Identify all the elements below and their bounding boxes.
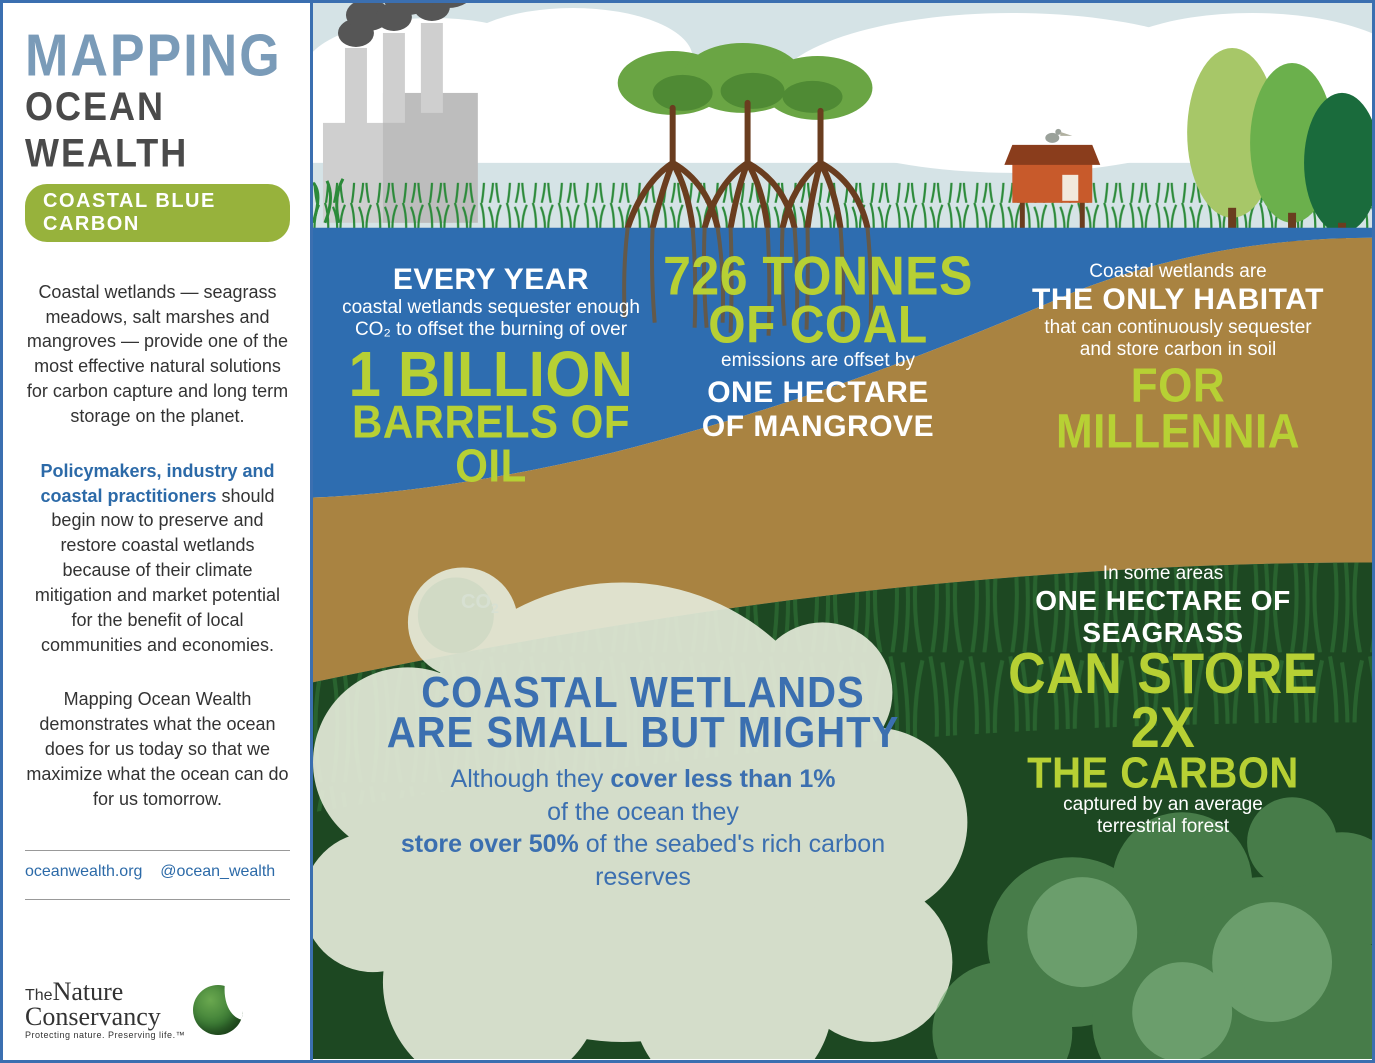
fact1-big2: BARRELS OF OIL (331, 400, 651, 488)
infographic-page: MAPPING OCEAN WEALTH COASTAL BLUE CARBON… (0, 0, 1375, 1063)
main-illustration: EVERY YEAR coastal wetlands sequester en… (313, 3, 1372, 1060)
website-link[interactable]: oceanwealth.org (25, 863, 142, 880)
globe-icon (193, 985, 243, 1035)
divider (25, 850, 290, 851)
fact-every-year: EVERY YEAR coastal wetlands sequester en… (331, 263, 651, 486)
intro-paragraph-2: Policymakers, industry and coastal pract… (25, 459, 290, 658)
fact1-lead: EVERY YEAR (331, 263, 651, 297)
links-row: oceanwealth.org @ocean_wealth (25, 863, 290, 881)
subtitle-pill: COASTAL BLUE CARBON (25, 184, 290, 242)
fact3-sub2: that can continuously sequester and stor… (1013, 317, 1343, 361)
divider (25, 899, 290, 900)
fact2-lead1: ONE HECTARE (663, 376, 973, 410)
fact1-sub: coastal wetlands sequester enough CO₂ to… (331, 297, 651, 341)
bubble-body: Although they cover less than 1% of the … (363, 763, 923, 893)
title-mapping: MAPPING (25, 29, 290, 83)
fact2-big2: OF COAL (663, 300, 973, 350)
logo-tagline: Protecting nature. Preserving life.™ (25, 1031, 185, 1040)
fact4-big2: THE CARBON (973, 752, 1353, 794)
co2-label: CO2 (461, 591, 499, 616)
intro-paragraph-3: Mapping Ocean Wealth demonstrates what t… (25, 687, 290, 811)
fact4-sub1: In some areas (973, 563, 1353, 585)
fact4-big1: CAN STORE 2X (973, 648, 1353, 757)
twitter-handle[interactable]: @ocean_wealth (160, 863, 275, 880)
title-ocean-wealth: OCEAN WEALTH (25, 84, 290, 176)
fact2-lead2: OF MANGROVE (663, 410, 973, 444)
fact4-sub2: captured by an average terrestrial fores… (973, 794, 1353, 838)
fact4-lead: ONE HECTARE OF SEAGRASS (973, 585, 1353, 649)
leaf-icon (216, 974, 251, 1019)
title-block: MAPPING OCEAN WEALTH COASTAL BLUE CARBON (25, 33, 290, 242)
fact3-lead: THE ONLY HABITAT (1013, 283, 1343, 317)
scene-svg (313, 3, 1372, 1059)
fact3-big: FOR MILLENNIA (1013, 363, 1343, 455)
intro-paragraph-1: Coastal wetlands — seagrass meadows, sal… (25, 280, 290, 429)
fact-millennia: Coastal wetlands are THE ONLY HABITAT th… (1013, 261, 1343, 453)
brand-logo: TheNature Conservancy Protecting nature.… (25, 980, 290, 1040)
bubble-callout: COASTAL WETLANDS ARE SMALL BUT MIGHTY Al… (363, 673, 923, 893)
logo-conservancy: Conservancy (25, 1005, 185, 1030)
fact3-sub1: Coastal wetlands are (1013, 261, 1343, 283)
logo-text: TheNature Conservancy Protecting nature.… (25, 980, 185, 1040)
bubble-heading-2: ARE SMALL BUT MIGHTY (363, 711, 923, 754)
fact-coal: 726 TONNES OF COAL emissions are offset … (663, 251, 973, 444)
bubble-heading-1: COASTAL WETLANDS (363, 671, 923, 714)
intro-rest: should begin now to preserve and restore… (35, 486, 280, 655)
sidebar: MAPPING OCEAN WEALTH COASTAL BLUE CARBON… (3, 3, 313, 1060)
fact-seagrass: In some areas ONE HECTARE OF SEAGRASS CA… (973, 563, 1353, 838)
sidebar-body: Coastal wetlands — seagrass meadows, sal… (25, 280, 290, 842)
fact2-big1: 726 TONNES (663, 251, 973, 303)
